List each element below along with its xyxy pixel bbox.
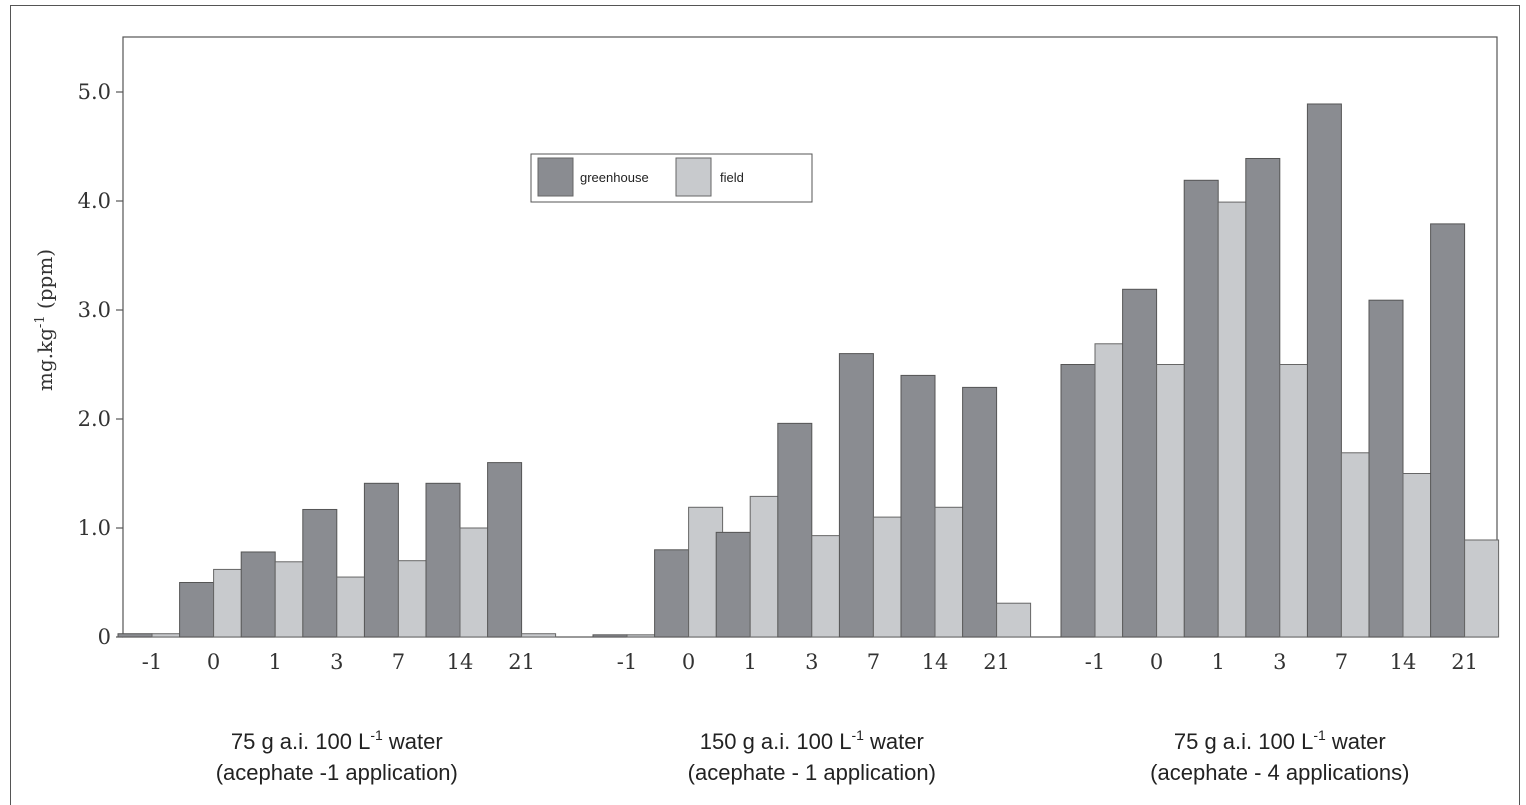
bar-greenhouse <box>838 353 874 638</box>
x-tick-label: 3 <box>330 650 343 674</box>
bar-field <box>1464 539 1500 638</box>
x-tick-label: 0 <box>682 650 695 674</box>
y-tick-label: 3.0 <box>78 298 111 322</box>
x-tick-label: -1 <box>142 650 162 674</box>
x-tick-label: 14 <box>447 650 474 674</box>
bars <box>117 103 1500 638</box>
bar-greenhouse <box>425 482 461 638</box>
bar-field <box>996 602 1032 638</box>
x-tick-label: 21 <box>508 650 535 674</box>
y-axis-label-superscript: -1 <box>33 315 48 328</box>
bar-greenhouse <box>592 634 628 638</box>
legend-swatch-greenhouse <box>537 157 574 197</box>
group-label-line1: 75 g a.i. 100 L-1 water <box>231 727 443 754</box>
bar-greenhouse <box>1122 288 1158 638</box>
bar-greenhouse <box>962 386 998 638</box>
bar-greenhouse <box>240 551 276 638</box>
bar-greenhouse <box>363 482 399 638</box>
y-tick-label: 5.0 <box>78 80 111 104</box>
bar-greenhouse <box>1060 364 1096 638</box>
group-label-line1: 75 g a.i. 100 L-1 water <box>1174 727 1386 754</box>
legend-label-greenhouse: greenhouse <box>580 170 649 185</box>
bar-greenhouse <box>1183 179 1219 638</box>
x-tick-label: -1 <box>617 650 637 674</box>
bar-greenhouse <box>1306 103 1342 638</box>
bar-field <box>521 633 557 638</box>
bar-greenhouse <box>117 633 153 638</box>
legend: greenhouse field <box>530 153 813 203</box>
bar-greenhouse <box>179 582 215 638</box>
x-tick-label: 1 <box>269 650 282 674</box>
y-tick-label: 2.0 <box>78 407 111 431</box>
bar-greenhouse <box>1245 157 1281 638</box>
x-tick-label: 0 <box>1150 650 1163 674</box>
group-label-line2: (acephate - 1 application) <box>688 760 936 785</box>
group-labels: 75 g a.i. 100 L-1 water (acephate -1 appl… <box>216 727 1410 785</box>
group-label-line2: (acephate - 4 applications) <box>1150 760 1409 785</box>
x-tick-label: 3 <box>1273 650 1286 674</box>
x-tick-label: 14 <box>1390 650 1417 674</box>
x-tick-label: -1 <box>1085 650 1105 674</box>
x-axis-ticks: -1 0 1 3 7 14 21 -1 0 1 3 7 14 21 -1 0 1 3 7 14 21 <box>142 650 1478 674</box>
y-axis-ticks: 0 1.0 2.0 3.0 4.0 5.0 <box>78 80 123 649</box>
legend-swatch-field <box>675 157 712 197</box>
x-tick-label: 7 <box>392 650 405 674</box>
x-tick-label: 14 <box>922 650 949 674</box>
bar-greenhouse <box>1368 299 1404 638</box>
x-tick-label: 1 <box>744 650 757 674</box>
group-label-line1: 150 g a.i. 100 L-1 water <box>700 727 924 754</box>
y-tick-label: 1.0 <box>78 516 111 540</box>
x-tick-label: 7 <box>867 650 880 674</box>
x-tick-label: 3 <box>805 650 818 674</box>
y-tick-label: 0 <box>98 625 111 649</box>
group-label-line2: (acephate -1 application) <box>216 760 458 785</box>
x-tick-label: 0 <box>207 650 220 674</box>
x-tick-label: 21 <box>1451 650 1478 674</box>
bar-greenhouse <box>900 374 936 638</box>
figure-frame <box>10 5 1520 805</box>
y-axis-label: mg.kg-1 (ppm) <box>33 249 57 391</box>
x-tick-label: 1 <box>1212 650 1225 674</box>
bar-greenhouse <box>302 508 338 638</box>
bar-greenhouse <box>777 422 813 638</box>
x-tick-label: 21 <box>983 650 1010 674</box>
legend-label-field: field <box>720 170 744 185</box>
x-tick-label: 7 <box>1335 650 1348 674</box>
bar-greenhouse <box>715 531 751 638</box>
y-tick-label: 4.0 <box>78 189 111 213</box>
bar-greenhouse <box>487 462 523 638</box>
bar-greenhouse <box>654 549 690 638</box>
bar-greenhouse <box>1430 223 1466 638</box>
